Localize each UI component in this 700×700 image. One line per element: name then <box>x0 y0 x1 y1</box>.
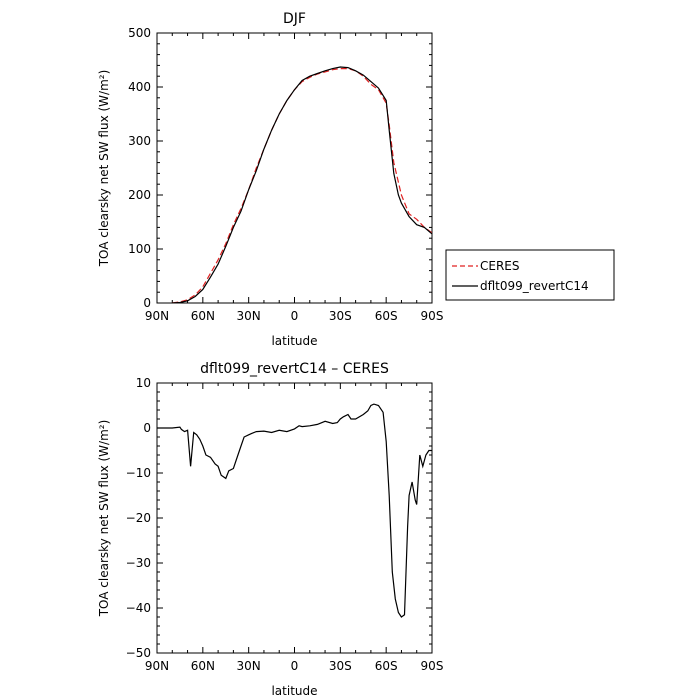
series-line-ceres <box>172 67 432 303</box>
x-tick-label: 60S <box>375 659 398 673</box>
x-tick-label: 90S <box>421 659 444 673</box>
x-tick-label: 30N <box>237 659 261 673</box>
x-axis-label: latitude <box>271 684 317 698</box>
x-tick-label: 30S <box>329 309 352 323</box>
legend: CERES dflt099_revertC14 <box>445 249 615 301</box>
plot-frame <box>156 32 433 304</box>
y-tick-label: 0 <box>143 296 151 310</box>
chart-title: DJF <box>283 11 306 27</box>
y-tick-label: −30 <box>126 556 151 570</box>
x-tick-label: 90N <box>145 659 169 673</box>
y-tick-label: −20 <box>126 511 151 525</box>
y-tick-label: 100 <box>128 242 151 256</box>
panel-top-flux: DJF 90N 60N 30N 0 30S 60S 90S 0 100 200 300 400 500 la… <box>97 11 443 348</box>
x-tick-label: 90N <box>145 309 169 323</box>
x-tick-label: 60S <box>375 309 398 323</box>
x-tick-label: 30N <box>237 309 261 323</box>
y-tick-label: 300 <box>128 134 151 148</box>
panel-bottom-difference: dflt099_revertC14 – CERES 90N 60N 30N 0 30S 60… <box>97 361 443 698</box>
x-tick-label: 0 <box>291 309 299 323</box>
series-line-dflt099-revertc14 <box>172 66 432 303</box>
x-tick-label: 60N <box>191 309 215 323</box>
legend-label: CERES <box>480 259 520 273</box>
y-axis-label: TOA clearsky net SW flux (W/m²) <box>97 70 111 268</box>
y-tick-label: 10 <box>136 376 151 390</box>
x-tick-label: 0 <box>291 659 299 673</box>
y-tick-label: 400 <box>128 80 151 94</box>
series-line-difference <box>157 403 432 618</box>
legend-box <box>445 249 615 301</box>
x-tick-label: 60N <box>191 659 215 673</box>
x-axis-label: latitude <box>271 334 317 348</box>
y-tick-label: −10 <box>126 466 151 480</box>
y-tick-label: −50 <box>126 646 151 660</box>
y-axis-label: TOA clearsky net SW flux (W/m²) <box>97 420 111 618</box>
legend-label: dflt099_revertC14 <box>480 279 589 293</box>
y-tick-label: −40 <box>126 601 151 615</box>
chart-title: dflt099_revertC14 – CERES <box>200 361 389 377</box>
y-tick-label: 0 <box>143 421 151 435</box>
plot-frame <box>156 382 433 654</box>
x-tick-label: 90S <box>421 309 444 323</box>
y-tick-label: 500 <box>128 26 151 40</box>
x-tick-label: 30S <box>329 659 352 673</box>
y-tick-label: 200 <box>128 188 151 202</box>
